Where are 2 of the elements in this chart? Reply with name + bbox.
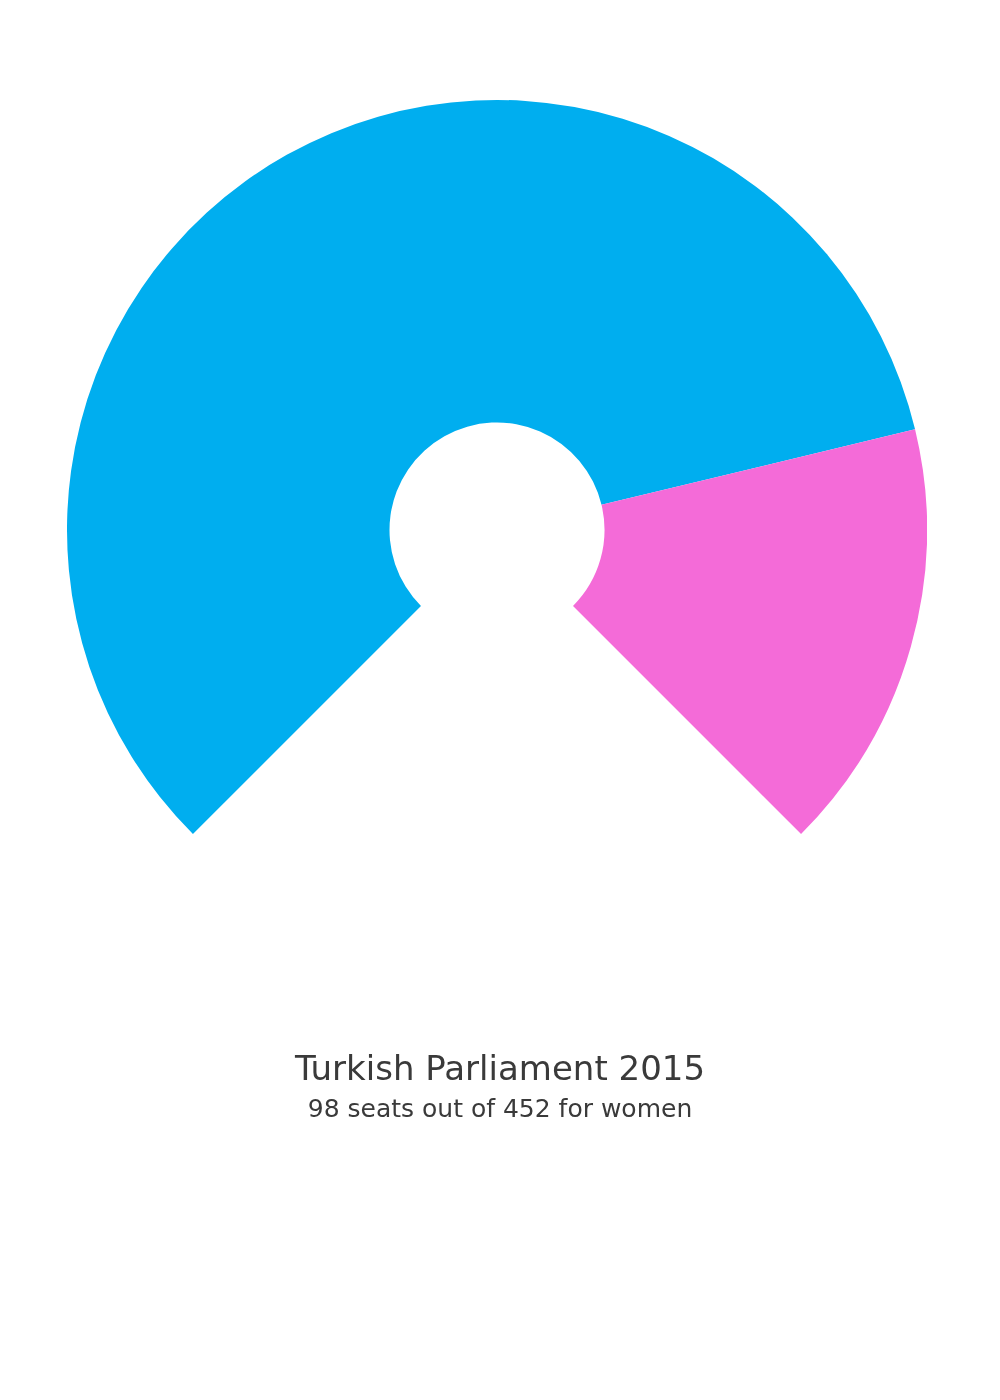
text: 98 seats out of 452 for women (306, 1094, 694, 1123)
text: Turkish Parliament 2015 (293, 1048, 707, 1088)
